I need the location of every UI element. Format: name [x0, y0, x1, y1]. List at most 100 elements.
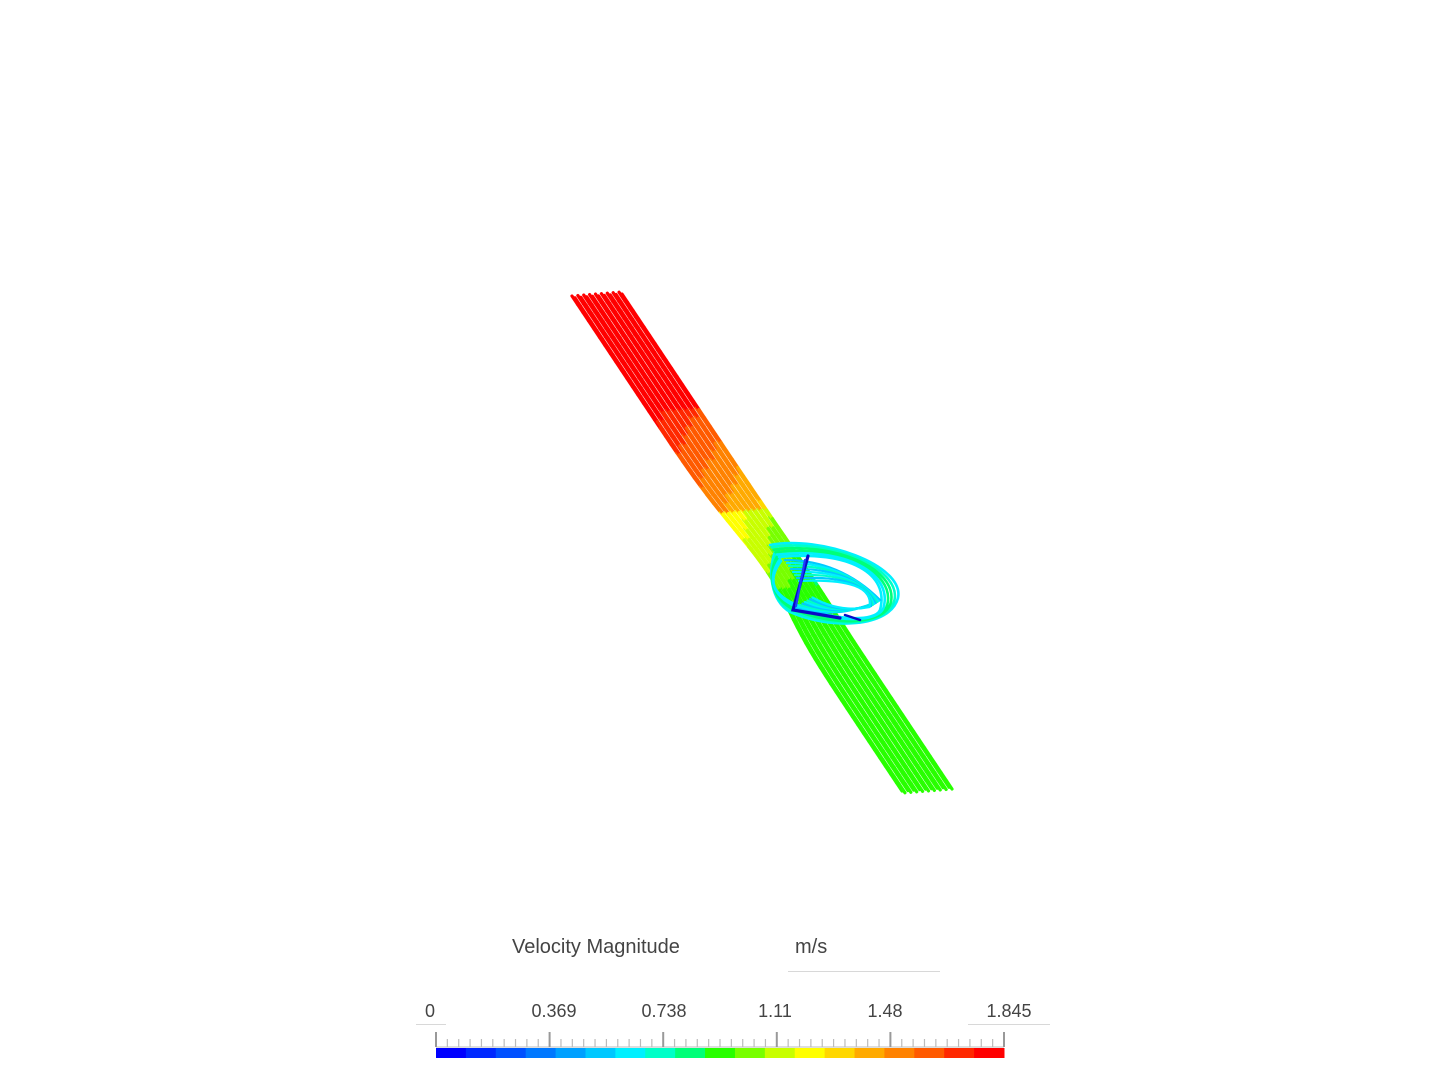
streamline [772, 554, 883, 620]
streamline-segment [742, 501, 752, 514]
streamline-segment [640, 369, 650, 381]
streamline-segment [757, 536, 768, 549]
streamline-segment [629, 361, 638, 373]
streamline-segment [684, 452, 693, 465]
streamline-segment [911, 747, 920, 759]
streamline-segment [590, 303, 600, 315]
streamline-segment [653, 341, 663, 354]
colorbar-swatch [585, 1048, 616, 1058]
streamline-segment [856, 664, 866, 677]
streamline-segment [596, 294, 606, 306]
streamline-segment [658, 358, 668, 371]
streamline-segment [663, 384, 672, 397]
streamline-segment [721, 512, 732, 525]
streamline-segment [713, 485, 723, 498]
streamline-segment [697, 416, 706, 429]
streamline-segment [650, 411, 660, 424]
streamline-segment [915, 772, 925, 785]
streamline-segment [905, 738, 915, 751]
streamline-segment [631, 308, 641, 321]
streamline-segment [755, 518, 765, 531]
streamline-segment [679, 418, 689, 430]
streamline-segment [672, 435, 682, 448]
streamline-segment [882, 732, 892, 744]
streamline-segment [724, 484, 734, 497]
streamline-segment [640, 377, 649, 390]
streamline-segment [584, 303, 594, 316]
colorbar-swatch [944, 1048, 975, 1058]
streamline [791, 570, 876, 611]
streamline-segment [685, 408, 695, 421]
streamline-segment [667, 418, 677, 431]
streamline-segment [893, 748, 903, 760]
streamline-segment [623, 361, 632, 374]
streamline-segment [889, 714, 898, 726]
streamline-segment [686, 391, 696, 403]
streamline-segment [707, 486, 717, 498]
streamline-segment [839, 657, 849, 669]
streamline-segment [733, 520, 744, 533]
streamline-segment [833, 658, 843, 670]
flow-viewport[interactable] [0, 0, 1440, 910]
legend-unit: m/s [795, 936, 828, 958]
streamline-segment [689, 452, 699, 464]
streamline-segment [608, 302, 617, 314]
streamline-segment [667, 410, 677, 422]
colorbar-swatch [495, 1048, 527, 1058]
streamline-segment [741, 483, 751, 495]
streamline-segment [611, 353, 621, 366]
streamline-segment [667, 427, 677, 440]
streamline-segment [620, 301, 629, 313]
streamline-segment [933, 762, 943, 775]
streamline-segment [871, 715, 881, 727]
streamline-segment [777, 571, 787, 583]
streamline-segment [589, 320, 599, 333]
streamline-segment [647, 351, 656, 363]
streamline-segment [644, 403, 654, 415]
streamline-segment [664, 367, 673, 379]
streamline-segment [628, 378, 638, 391]
colorbar-swatch [824, 1048, 856, 1058]
streamline-segment [892, 774, 902, 787]
streamline-segment [878, 680, 888, 692]
streamline-segment [842, 700, 852, 712]
streamline-segment [909, 781, 919, 794]
streamline-segment [590, 294, 600, 307]
streamline-segment [666, 436, 676, 448]
streamline-segment [837, 692, 847, 704]
colorbar-swatch [705, 1048, 736, 1058]
streamline-segment [718, 467, 728, 479]
streamline-segment [619, 309, 629, 322]
streamline-segment [928, 763, 937, 775]
streamline-segment [899, 739, 909, 751]
streamline-segment [707, 450, 717, 463]
streamline-segment [674, 392, 684, 404]
streamline-segment [708, 424, 718, 436]
streamline-segment [658, 350, 668, 362]
streamline-segment [843, 691, 853, 704]
streamline-segment [625, 318, 634, 330]
streamline-segment [865, 715, 875, 728]
streamline-segment [922, 746, 932, 758]
streamline-segment [641, 342, 651, 355]
streamline-segment [904, 765, 914, 777]
streamline-segment [861, 681, 871, 694]
streamline-segment [848, 699, 858, 712]
streamline-segment [771, 526, 782, 539]
streamline-segment [845, 657, 854, 669]
min-label-underline [416, 1024, 446, 1025]
streamline-segment [736, 483, 746, 496]
streamline-segment [712, 467, 722, 480]
streamline-segment [630, 335, 639, 347]
streamline-segment [618, 327, 628, 339]
streamline-segment [736, 501, 747, 514]
streamline-segment [868, 663, 877, 676]
streamline [797, 579, 871, 610]
streamline-segment [921, 772, 931, 784]
streamline-segment [915, 781, 925, 793]
streamline-segment [612, 345, 621, 357]
streamline-segment [590, 312, 599, 324]
streamline-segment [718, 476, 728, 488]
streamline-segment [635, 352, 645, 364]
streamline-segment [639, 395, 649, 407]
